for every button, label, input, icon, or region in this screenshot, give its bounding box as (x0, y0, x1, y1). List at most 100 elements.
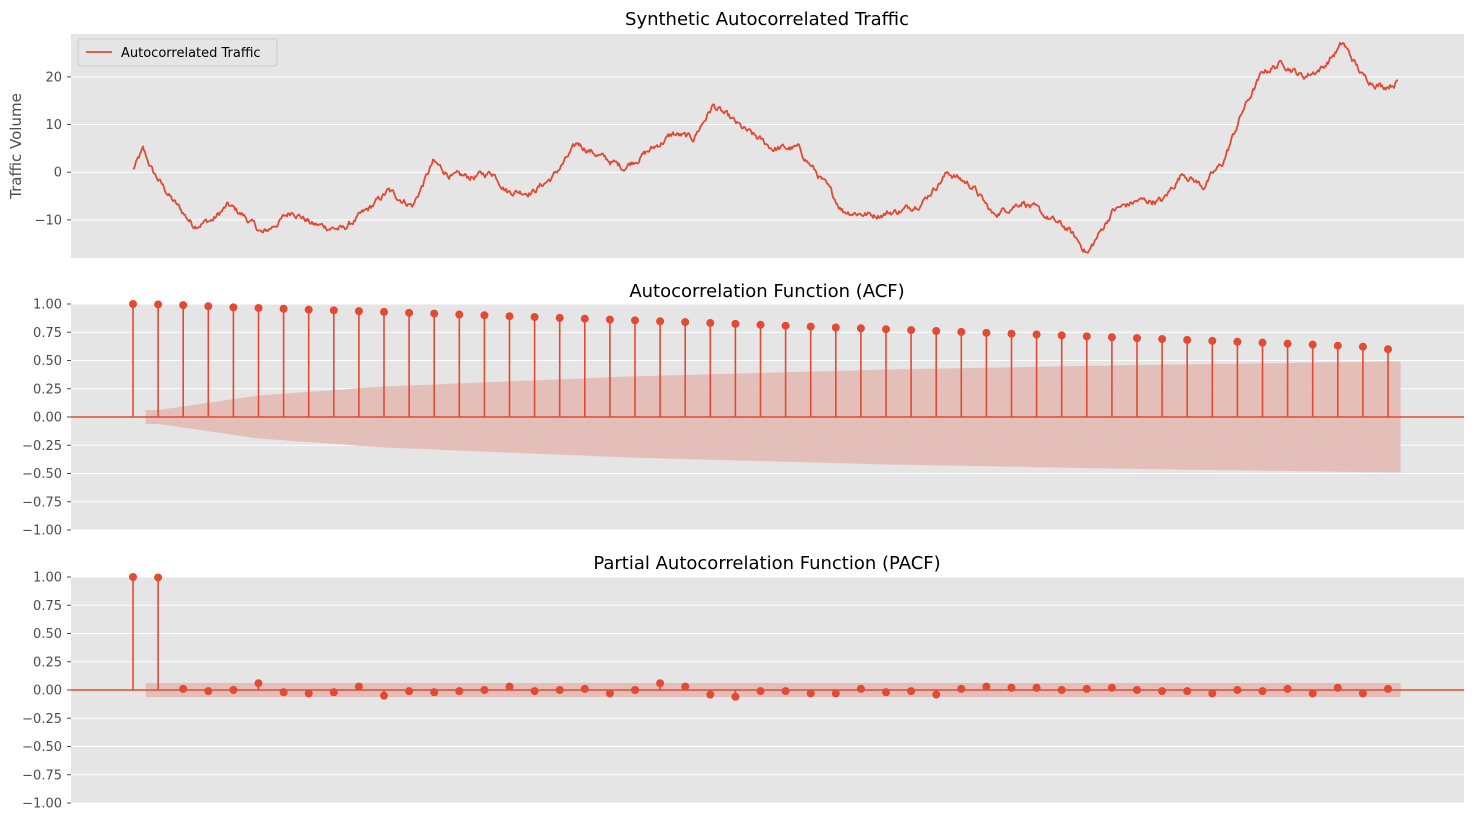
marker-lag-26 (781, 687, 790, 696)
marker-lag-49 (1358, 689, 1367, 698)
marker-lag-43 (1208, 336, 1217, 345)
marker-lag-33 (957, 327, 966, 336)
marker-lag-1 (154, 300, 163, 309)
chart-title: Partial Autocorrelation Function (PACF) (593, 553, 940, 574)
marker-lag-4 (229, 686, 238, 694)
marker-lag-6 (279, 304, 288, 313)
marker-lag-21 (656, 317, 665, 326)
marker-lag-8 (329, 306, 338, 315)
marker-lag-16 (530, 687, 539, 696)
marker-lag-36 (1032, 683, 1041, 692)
marker-lag-45 (1258, 687, 1267, 696)
marker-lag-14 (480, 686, 489, 694)
marker-lag-50 (1384, 684, 1392, 693)
marker-lag-36 (1032, 330, 1041, 339)
marker-lag-17 (555, 686, 564, 694)
y-tick-label: 10 (45, 118, 62, 133)
y-tick-label: 1.00 (33, 571, 62, 586)
marker-lag-11 (405, 687, 414, 696)
marker-lag-3 (204, 302, 213, 311)
chart-title: Synthetic Autocorrelated Traffic (625, 9, 909, 30)
y-tick-label: −0.50 (22, 740, 62, 755)
marker-lag-7 (304, 305, 313, 314)
marker-lag-9 (354, 682, 363, 691)
marker-lag-1 (154, 573, 163, 582)
marker-lag-39 (1107, 333, 1116, 342)
y-tick-label: 0.25 (33, 382, 62, 397)
marker-lag-46 (1283, 684, 1292, 693)
marker-lag-50 (1384, 345, 1392, 354)
marker-lag-28 (831, 323, 840, 332)
marker-lag-21 (656, 679, 665, 688)
y-tick-label: 0.75 (33, 326, 62, 341)
y-axis-label: Traffic Volume (7, 93, 25, 200)
marker-lag-0 (129, 300, 137, 308)
marker-lag-31 (907, 687, 916, 696)
acf-stem-chart: 1.00 0.75 0.50 0.25 0.00 −0.25 −0.50 −0.75 −1.00… (22, 281, 1464, 539)
marker-lag-8 (329, 688, 338, 697)
chart-title: Autocorrelation Function (ACF) (629, 281, 904, 302)
marker-lag-5 (254, 303, 263, 312)
marker-lag-13 (455, 687, 464, 696)
marker-lag-46 (1283, 339, 1292, 348)
marker-lag-10 (380, 307, 388, 316)
marker-lag-4 (229, 303, 238, 312)
marker-lag-38 (1082, 332, 1091, 341)
y-tick-label: 0.00 (33, 684, 62, 699)
marker-lag-40 (1133, 334, 1141, 343)
y-tick-label: −0.25 (22, 712, 62, 727)
marker-lag-44 (1233, 337, 1242, 346)
marker-lag-25 (756, 687, 765, 696)
marker-lag-18 (580, 684, 589, 693)
y-tick-label: 0 (54, 166, 62, 181)
marker-lag-2 (179, 684, 188, 693)
marker-lag-49 (1358, 342, 1367, 351)
marker-lag-15 (505, 312, 514, 321)
marker-lag-16 (530, 312, 539, 321)
marker-lag-14 (480, 311, 489, 320)
marker-lag-19 (605, 689, 614, 698)
marker-lag-11 (405, 308, 414, 317)
series-line-autocorrelated-traffic (132, 41, 1398, 254)
marker-lag-13 (455, 310, 464, 319)
marker-lag-5 (254, 679, 263, 688)
marker-lag-2 (179, 301, 188, 310)
marker-lag-7 (304, 689, 313, 698)
marker-lag-42 (1183, 687, 1192, 696)
pacf-stem-chart: 1.00 0.75 0.50 0.25 0.00 −0.25 −0.50 −0.75 −1.00… (22, 553, 1464, 812)
y-tick-label: 0.75 (33, 599, 62, 614)
marker-lag-0 (129, 573, 137, 581)
marker-lag-22 (681, 682, 690, 691)
y-tick-label: −0.50 (22, 467, 62, 482)
marker-lag-30 (882, 688, 890, 697)
marker-lag-3 (204, 687, 213, 696)
marker-lag-35 (1007, 683, 1016, 692)
marker-lag-29 (856, 684, 865, 693)
marker-lag-40 (1133, 686, 1141, 694)
y-tick-label: 0.50 (33, 627, 62, 642)
marker-lag-24 (731, 319, 740, 328)
marker-lag-48 (1333, 341, 1342, 350)
marker-lag-41 (1158, 335, 1167, 344)
marker-lag-25 (756, 320, 765, 329)
marker-lag-29 (856, 324, 865, 333)
legend-box (77, 38, 278, 67)
marker-lag-41 (1158, 687, 1167, 696)
legend: Autocorrelated Traffic (77, 38, 278, 67)
marker-lag-35 (1007, 329, 1016, 338)
marker-lag-23 (706, 318, 715, 327)
marker-lag-47 (1308, 340, 1317, 349)
marker-lag-18 (580, 314, 589, 323)
marker-lag-22 (681, 318, 690, 327)
marker-lag-23 (706, 690, 715, 699)
marker-lag-31 (907, 326, 916, 335)
marker-lag-17 (555, 313, 564, 322)
marker-lag-24 (731, 692, 740, 701)
y-tick-label: 0.50 (33, 354, 62, 369)
y-tick-label: −10 (35, 213, 62, 228)
marker-lag-6 (279, 688, 288, 697)
marker-lag-19 (605, 315, 614, 324)
y-tick-label: 0.00 (33, 411, 62, 426)
legend-label: Autocorrelated Traffic (121, 46, 261, 61)
